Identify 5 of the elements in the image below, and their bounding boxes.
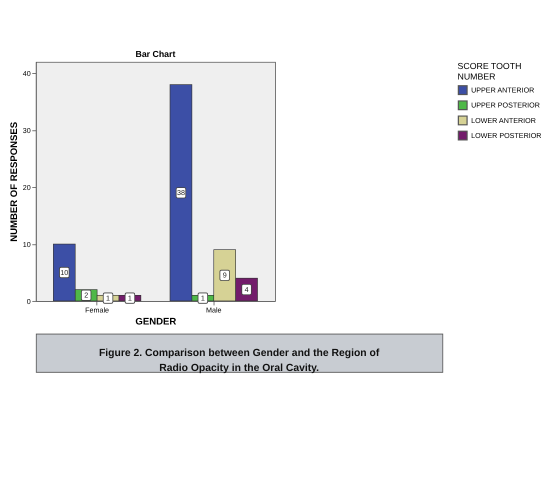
legend-title: SCORE TOOTH NUMBER: [458, 61, 522, 82]
chart-title: Bar Chart: [135, 49, 176, 60]
caption: Figure 2. Comparison between Gender and the Region of Radio Opacity in the Oral Cavity.: [98, 348, 380, 374]
x-axis-title: GENDER: [135, 316, 176, 328]
y-axis-title: NUMBER OF RESPONSES: [9, 122, 20, 242]
